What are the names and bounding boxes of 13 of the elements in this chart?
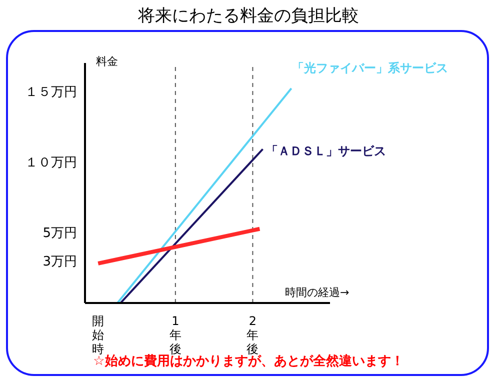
series-label: 「ＡＤＳＬ」サービス [266, 143, 386, 160]
x-tick-label: 1年後 [169, 314, 182, 356]
text: ☆始めに費用はかかりますが、あとが全然違います！ [93, 354, 405, 370]
y-axis-title: 料金 [96, 54, 118, 69]
y-tick-label: １５万円 [25, 84, 77, 100]
series-label: 「光ファイバー」系サービス [292, 60, 448, 77]
y-tick-label: 3万円 [42, 254, 77, 270]
x-tick-label: 2年後 [246, 314, 259, 356]
x-axis-title: 時間の経過→ [285, 285, 350, 300]
x-tick-label: 開始時 [92, 314, 104, 356]
y-tick-label: １０万円 [25, 155, 77, 170]
chart-title: 将来にわたる料金の負担比較 [137, 5, 360, 27]
y-tick-label: 5万円 [42, 226, 77, 242]
